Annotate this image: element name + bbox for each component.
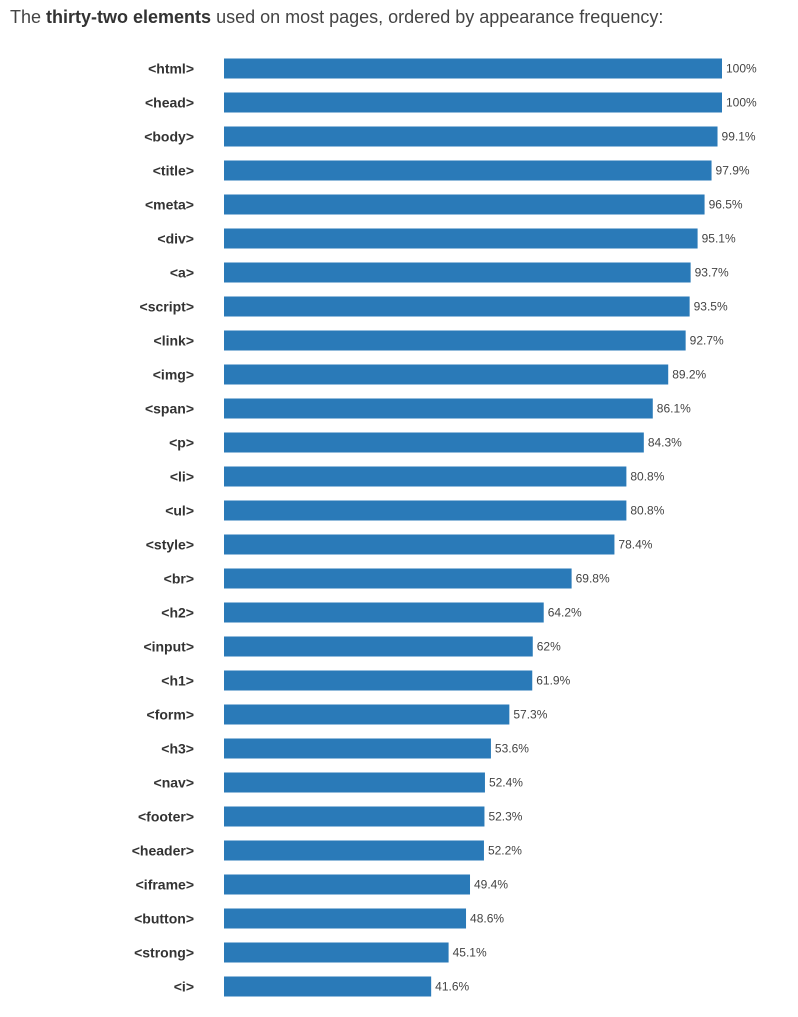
bar xyxy=(224,364,669,385)
data-label: 100% xyxy=(726,96,757,110)
bar xyxy=(224,262,691,283)
data-label: 86.1% xyxy=(657,402,691,416)
category-label: <head> xyxy=(145,95,194,111)
data-label: 97.9% xyxy=(716,164,750,178)
data-label: 78.4% xyxy=(618,538,652,552)
category-label: <span> xyxy=(145,401,194,417)
data-label: 49.4% xyxy=(474,878,508,892)
bar xyxy=(224,772,485,793)
data-label: 89.2% xyxy=(672,368,706,382)
category-label: <link> xyxy=(154,333,194,349)
bar xyxy=(224,568,572,589)
data-label: 52.4% xyxy=(489,776,523,790)
data-label: 92.7% xyxy=(690,334,724,348)
data-label: 80.8% xyxy=(630,470,664,484)
data-label: 52.3% xyxy=(488,810,522,824)
category-label: <p> xyxy=(169,435,194,451)
bar xyxy=(224,976,432,997)
chart-intro-text: The thirty-two elements used on most pag… xyxy=(10,6,790,28)
bar xyxy=(224,636,533,657)
bar xyxy=(224,432,644,453)
category-label: <ul> xyxy=(165,503,194,519)
bar xyxy=(224,908,467,929)
bar xyxy=(224,58,722,79)
data-label: 69.8% xyxy=(576,572,610,586)
category-label: <h2> xyxy=(161,605,194,621)
data-label: 99.1% xyxy=(722,130,756,144)
data-label: 61.9% xyxy=(536,674,570,688)
data-label: 80.8% xyxy=(630,504,664,518)
data-label: 53.6% xyxy=(495,742,529,756)
data-label: 93.7% xyxy=(695,266,729,280)
category-label: <nav> xyxy=(154,775,194,791)
data-label: 45.1% xyxy=(453,946,487,960)
data-label: 57.3% xyxy=(513,708,547,722)
intro-prefix: The xyxy=(10,7,47,27)
data-label: 52.2% xyxy=(488,844,522,858)
category-label: <form> xyxy=(147,707,194,723)
category-label: <strong> xyxy=(134,945,194,961)
category-label: <title> xyxy=(153,163,194,179)
category-label: <header> xyxy=(132,843,194,859)
data-label: 93.5% xyxy=(694,300,728,314)
category-label: <body> xyxy=(144,129,194,145)
bar xyxy=(224,330,686,351)
bar-chart-layer: <html> 100% <head> 100% <body> 99.1% <title> 97… xyxy=(132,58,757,997)
category-label: <img> xyxy=(153,367,194,383)
category-label: <div> xyxy=(157,231,194,247)
data-label: 100% xyxy=(726,62,757,76)
bar xyxy=(224,228,698,249)
category-label: <style> xyxy=(146,537,194,553)
category-label: <br> xyxy=(164,571,194,587)
bar xyxy=(224,738,491,759)
data-label: 64.2% xyxy=(548,606,582,620)
category-label: <input> xyxy=(143,639,194,655)
bar xyxy=(224,534,615,555)
category-label: <html> xyxy=(148,61,194,77)
category-label: <a> xyxy=(170,265,194,281)
bar xyxy=(224,704,510,725)
data-label: 96.5% xyxy=(709,198,743,212)
data-label: 41.6% xyxy=(435,980,469,994)
intro-suffix: used on most pages, ordered by appearanc… xyxy=(211,7,664,27)
bar xyxy=(224,466,627,487)
category-label: <li> xyxy=(170,469,194,485)
intro-bold: thirty-two elements xyxy=(46,7,212,27)
category-label: <h3> xyxy=(161,741,194,757)
category-label: <meta> xyxy=(145,197,194,213)
bar xyxy=(224,92,722,113)
category-label: <button> xyxy=(134,911,194,927)
data-label: 62% xyxy=(537,640,561,654)
category-label: <script> xyxy=(140,299,194,315)
bar xyxy=(224,840,484,861)
bar xyxy=(224,126,718,147)
bar xyxy=(224,874,471,895)
bar xyxy=(224,194,705,215)
data-label: 84.3% xyxy=(648,436,682,450)
data-label: 48.6% xyxy=(470,912,504,926)
bar xyxy=(224,160,712,181)
bar xyxy=(224,670,533,691)
data-label: 95.1% xyxy=(702,232,736,246)
bar xyxy=(224,500,627,521)
category-label: <footer> xyxy=(138,809,194,825)
bar xyxy=(224,398,653,419)
category-label: <i> xyxy=(174,979,194,995)
bar xyxy=(224,602,544,623)
bar xyxy=(224,296,690,317)
category-label: <h1> xyxy=(161,673,194,689)
category-label: <iframe> xyxy=(136,877,194,893)
bar xyxy=(224,806,485,827)
bar xyxy=(224,942,449,963)
